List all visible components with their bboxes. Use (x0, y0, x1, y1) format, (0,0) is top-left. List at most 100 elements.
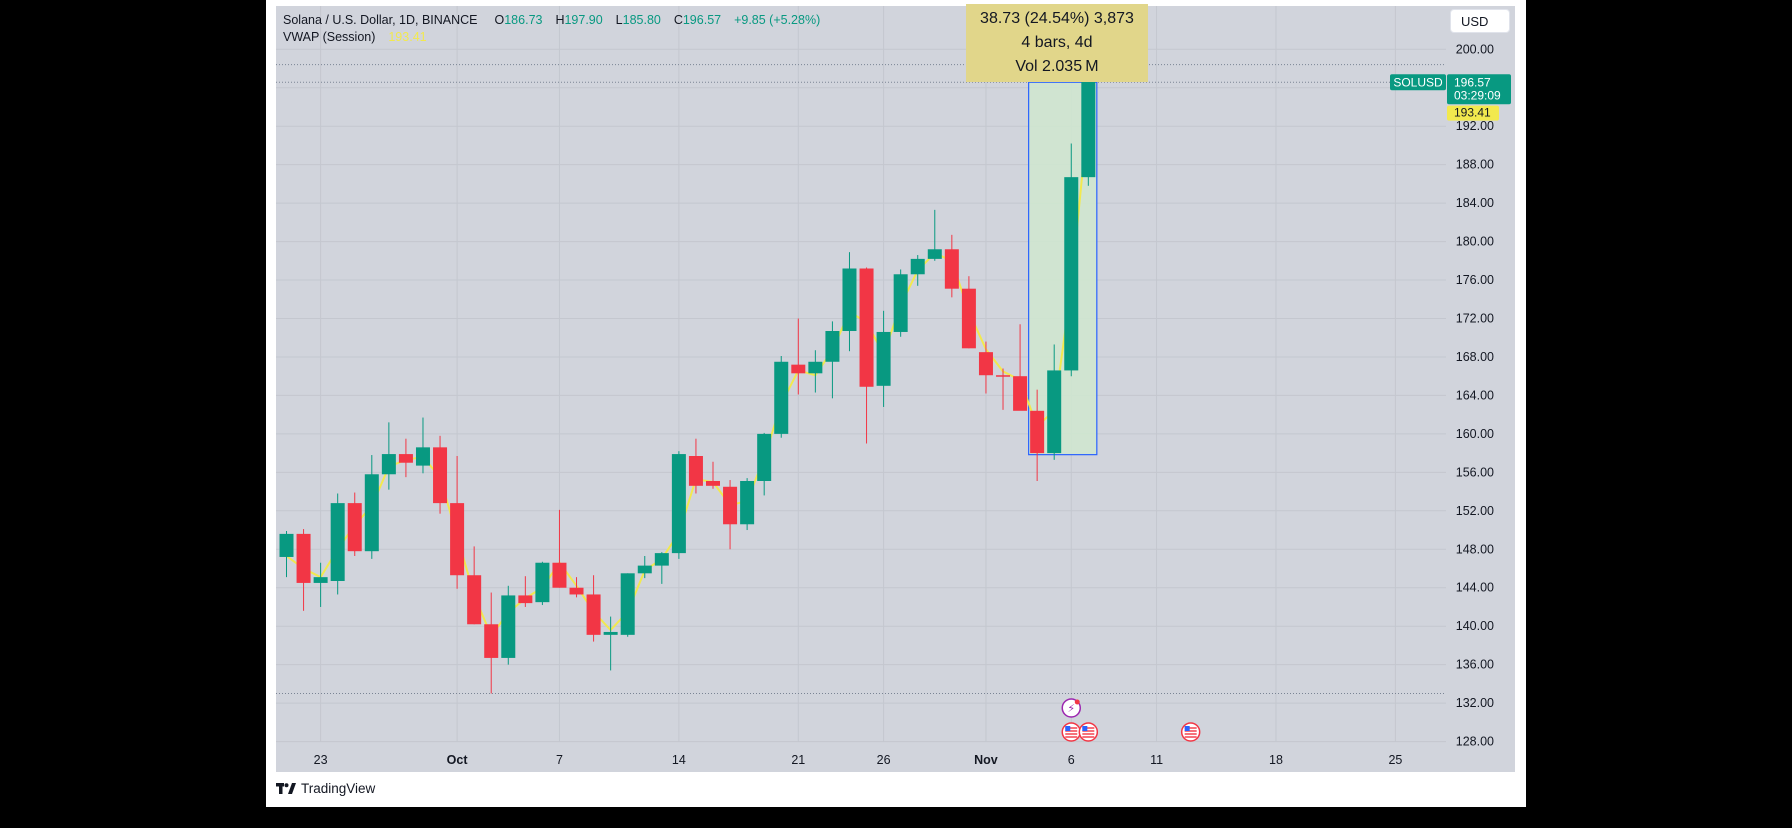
candle (364, 455, 379, 559)
candle (535, 561, 550, 606)
time-tick-label: 14 (672, 753, 686, 767)
price-tick-label: 136.00 (1456, 658, 1494, 672)
candle-body (893, 274, 908, 332)
open-label: O (494, 13, 505, 27)
candle-body (842, 268, 857, 331)
candle-body (1030, 410, 1045, 454)
symbol-tag-label: SOLUSD (1393, 75, 1443, 89)
flag-event-circle (1180, 722, 1201, 742)
time-tick-label: Oct (447, 753, 469, 767)
price-tick-label: 188.00 (1456, 158, 1494, 172)
candle (842, 252, 857, 352)
candle-body (791, 364, 806, 374)
candle (313, 562, 328, 607)
price-axis-background[interactable] (1446, 6, 1515, 772)
candle (450, 456, 465, 589)
candle-body (620, 573, 635, 635)
candle (791, 318, 806, 395)
candle (706, 461, 720, 489)
tradingview-logo[interactable]: TradingView (276, 781, 375, 796)
measure-volume: Vol 2.035 M (1015, 58, 1099, 75)
flag-canton (1065, 726, 1071, 731)
time-axis[interactable]: 23 Oct 7 14 21 26 Nov 6 11 18 25 (314, 753, 1403, 767)
candle-body (723, 486, 738, 525)
time-tick-label: 21 (791, 753, 805, 767)
candle-body (757, 433, 772, 481)
candle-body (381, 454, 396, 475)
candle-body (330, 503, 345, 581)
candle-body (467, 575, 482, 625)
symbol-legend[interactable]: Solana / U.S. Dollar, 1D, BINANCE O186.7… (283, 13, 820, 27)
chart-pane-background[interactable] (276, 6, 1446, 772)
candles-layer (279, 69, 1096, 694)
time-axis-background[interactable] (276, 742, 1515, 772)
notification-dot (1074, 699, 1080, 705)
currency-button[interactable]: USD (1450, 9, 1510, 33)
candle (927, 209, 942, 261)
candle (347, 492, 362, 556)
candle (637, 556, 652, 579)
candle-body (978, 352, 993, 376)
candle (688, 438, 703, 494)
indicator-legend[interactable]: VWAP (Session) 193.41 (283, 30, 427, 44)
candle (415, 417, 430, 474)
candle-body (961, 288, 976, 349)
candle (467, 546, 482, 625)
candle-body (706, 481, 720, 486)
candle (757, 432, 772, 496)
earnings-event-icon[interactable]: ⚡ (1061, 698, 1082, 718)
candle (961, 276, 976, 349)
candle (671, 451, 686, 559)
us-flag-event-icon[interactable] (1078, 722, 1099, 742)
price-tick-label: 200.00 (1456, 42, 1494, 56)
close-value: 196.57 (682, 13, 722, 27)
time-tick-label: 25 (1388, 753, 1402, 767)
candle (1030, 389, 1045, 481)
measure-tooltip: 38.73 (24.54%) 3,873 4 bars, 4d Vol 2.03… (966, 4, 1148, 82)
measure-change: 38.73 (24.54%) 3,873 (980, 10, 1134, 27)
price-tick-label: 144.00 (1456, 581, 1494, 595)
price-axis[interactable]: 128.00 132.00 136.00 140.00 144.00 148.00 152.… (1456, 42, 1494, 748)
time-tick-label: Nov (974, 753, 998, 767)
price-tick-label: 140.00 (1456, 619, 1494, 633)
candle-body (1081, 81, 1096, 178)
high-value: 197.90 (564, 13, 603, 27)
us-flag-event-icon[interactable] (1061, 722, 1082, 742)
us-flag-event-icon[interactable] (1180, 722, 1201, 742)
low-label: L (615, 13, 623, 27)
indicator-name[interactable]: VWAP (Session) (283, 30, 376, 44)
candle-body (808, 361, 823, 374)
vwap-price-label: 193.41 (1454, 106, 1491, 120)
change-value: +9.85 (+5.28%) (734, 13, 821, 27)
time-tick-label: 7 (556, 753, 563, 767)
candle (893, 269, 908, 337)
candle (876, 310, 891, 407)
price-tick-label: 156.00 (1456, 465, 1494, 479)
candle (859, 267, 874, 444)
symbol-title[interactable]: Solana / U.S. Dollar, 1D, BINANCE (283, 13, 478, 27)
candle (723, 480, 738, 550)
price-tick-label: 192.00 (1456, 119, 1494, 133)
candle-body (859, 268, 874, 387)
candle-body (671, 454, 686, 554)
candle-body (552, 562, 567, 588)
price-tick-label: 148.00 (1456, 542, 1494, 556)
candle-body (347, 503, 362, 552)
candle (552, 509, 567, 588)
candle (603, 616, 618, 671)
candle (808, 350, 823, 393)
event-markers[interactable]: ⚡ (1061, 698, 1201, 742)
flag-canton (1082, 726, 1088, 731)
countdown-label: 03:29:09 (1454, 88, 1501, 102)
candle (330, 493, 345, 595)
dotted-price-lines (276, 64, 1446, 694)
low-value: 185.80 (622, 13, 661, 27)
symbol-tag-bg (1390, 74, 1446, 91)
candle-body (518, 595, 533, 604)
last-price-tag-bg (1447, 74, 1511, 105)
candle (586, 575, 601, 642)
candle-body (1064, 177, 1079, 371)
candle-body (1047, 370, 1062, 454)
